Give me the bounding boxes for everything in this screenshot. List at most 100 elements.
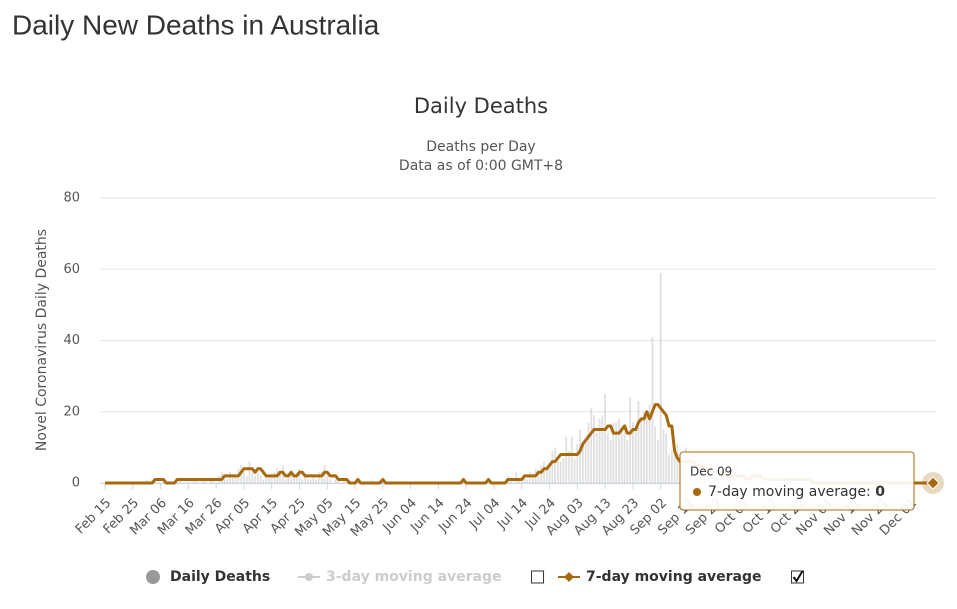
bar: [648, 404, 651, 483]
bar: [312, 475, 315, 483]
bar: [320, 472, 323, 483]
bar: [607, 433, 609, 483]
bar: [284, 479, 287, 483]
bar: [595, 433, 598, 483]
legend-item[interactable]: Daily Deaths: [146, 569, 270, 585]
bar: [545, 468, 548, 483]
bar: [556, 461, 559, 483]
y-tick-label: 0: [72, 476, 80, 491]
bar: [243, 472, 245, 483]
legend-checkbox[interactable]: [531, 570, 545, 584]
bar: [370, 479, 373, 483]
bar: [254, 475, 256, 483]
bar: [659, 272, 662, 483]
bar: [231, 475, 234, 483]
bar: [584, 440, 587, 483]
bar: [643, 411, 645, 483]
legend-label: Daily Deaths: [170, 569, 270, 585]
bar: [262, 479, 265, 483]
bar: [248, 461, 251, 483]
bar: [226, 479, 229, 483]
chart-subtitle: Deaths per Day: [426, 139, 535, 155]
y-tick-label: 60: [63, 262, 80, 277]
bar: [579, 429, 582, 483]
page-heading: Daily New Deaths in Australia: [12, 9, 380, 40]
y-tick-label: 40: [63, 333, 80, 348]
bar: [145, 479, 148, 483]
bar: [634, 429, 637, 483]
bar: [612, 422, 615, 483]
bar: [670, 450, 673, 483]
bar: [212, 479, 215, 483]
bar: [251, 472, 254, 483]
bar: [662, 429, 665, 483]
bar: [565, 436, 568, 483]
bar: [229, 472, 231, 483]
bar: [629, 397, 632, 483]
bar: [548, 465, 551, 483]
tooltip-dot: [693, 488, 701, 496]
bar: [265, 475, 268, 483]
y-axis-label: Novel Coronavirus Daily Deaths: [34, 229, 50, 451]
bar: [234, 475, 237, 483]
bar: [268, 475, 270, 483]
bar: [209, 479, 212, 483]
bar: [665, 433, 668, 483]
bar: [259, 475, 262, 483]
legend-symbol: [305, 573, 313, 581]
bar: [518, 479, 520, 483]
bar: [526, 479, 529, 483]
tooltip-box: [679, 451, 915, 511]
hover-marker: [926, 476, 940, 490]
bar: [287, 472, 290, 483]
x-tick-label: Jul 04: [466, 496, 503, 533]
bar: [673, 454, 676, 483]
bar: [618, 418, 620, 483]
legend-label: 7-day moving average: [586, 569, 762, 585]
bar: [645, 415, 648, 483]
bar: [604, 393, 607, 483]
bar: [573, 458, 576, 483]
chart-title: Daily Deaths: [414, 94, 548, 118]
bar: [590, 408, 593, 483]
bar: [582, 443, 584, 483]
bar: [657, 440, 659, 483]
bar: [570, 436, 573, 483]
bar: [615, 422, 618, 483]
bar: [290, 472, 293, 483]
bar: [559, 461, 562, 483]
bar: [306, 479, 309, 483]
bar: [543, 461, 545, 483]
tooltip-series-name: 7-day moving average:: [708, 484, 875, 500]
tooltip-value: 0: [875, 484, 885, 500]
bar: [193, 479, 195, 483]
bar: [270, 475, 273, 483]
bar: [637, 401, 640, 483]
bar: [334, 479, 337, 483]
bar: [576, 443, 579, 483]
bar: [301, 479, 304, 483]
bar: [640, 418, 643, 483]
chart-subtitle: Data as of 0:00 GMT+8: [399, 158, 563, 174]
legend-item[interactable]: 3-day moving average: [298, 569, 545, 585]
bar: [256, 472, 259, 483]
legend-item[interactable]: 7-day moving average: [558, 569, 805, 585]
bar: [587, 422, 590, 483]
bar: [620, 426, 623, 483]
bar: [293, 475, 295, 483]
legend-label: 3-day moving average: [326, 569, 502, 585]
bar: [509, 479, 512, 483]
y-tick-label: 80: [63, 191, 80, 206]
bar: [529, 472, 532, 483]
bar: [668, 454, 670, 483]
x-tick-label: Jul 14: [494, 496, 531, 533]
bar: [315, 479, 318, 483]
bar: [551, 450, 554, 483]
bar: [223, 475, 226, 483]
bar: [515, 472, 518, 483]
bar: [540, 465, 543, 483]
tooltip-text: 7-day moving average: 0: [708, 484, 885, 500]
bar: [593, 415, 595, 483]
legend-symbol: [564, 572, 574, 582]
